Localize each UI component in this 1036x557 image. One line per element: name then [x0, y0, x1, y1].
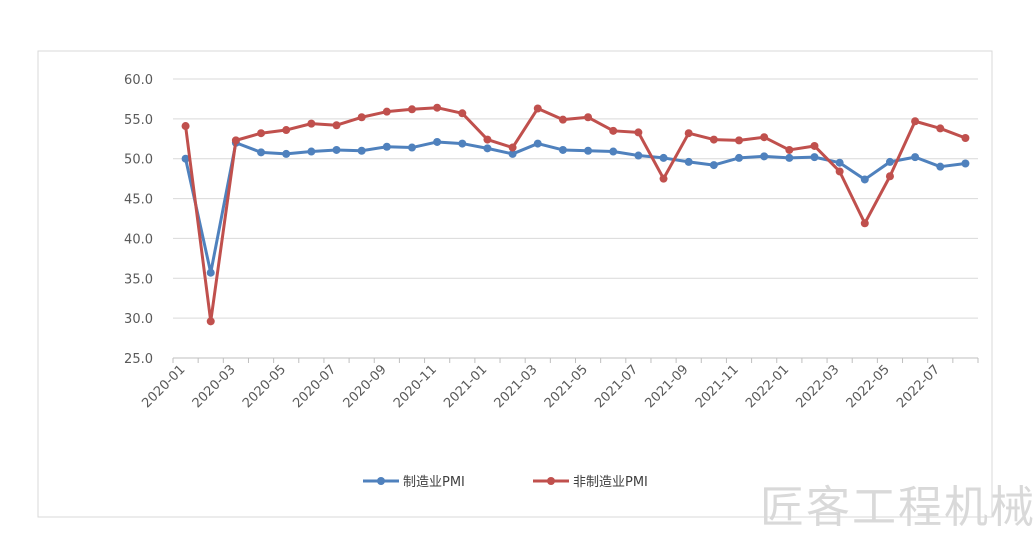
data-point	[357, 113, 366, 122]
data-point	[835, 167, 844, 176]
data-point	[282, 149, 291, 158]
watermark-text: 匠客工程机械	[760, 482, 1036, 533]
data-point	[735, 153, 744, 162]
series-layer	[181, 103, 970, 326]
data-point	[181, 154, 190, 163]
data-point	[382, 142, 391, 151]
data-point	[785, 145, 794, 154]
data-point	[206, 268, 215, 277]
data-point	[382, 107, 391, 116]
data-point	[609, 147, 618, 156]
data-point	[332, 145, 341, 154]
data-point	[961, 133, 970, 142]
data-point	[684, 157, 693, 166]
data-point	[860, 219, 869, 228]
data-point	[936, 124, 945, 133]
y-tick-label: 45.0	[124, 193, 153, 208]
data-point	[257, 129, 266, 138]
series-line-1	[184, 106, 966, 323]
data-point	[885, 157, 894, 166]
data-point	[483, 135, 492, 144]
data-point	[735, 136, 744, 145]
y-tick-label: 30.0	[124, 312, 153, 327]
data-point	[357, 146, 366, 155]
data-point	[533, 104, 542, 113]
data-point	[307, 147, 316, 156]
legend-label: 非制造业PMI	[573, 475, 648, 490]
data-point	[433, 103, 442, 112]
data-point	[508, 149, 517, 158]
data-point	[558, 115, 567, 124]
data-point	[709, 135, 718, 144]
series-line-0	[184, 140, 966, 275]
data-point	[810, 141, 819, 150]
data-point	[257, 148, 266, 157]
data-point	[508, 143, 517, 152]
data-point	[407, 105, 416, 114]
data-point	[458, 139, 467, 148]
data-point	[659, 153, 668, 162]
data-point	[282, 126, 291, 135]
data-point	[684, 129, 693, 138]
y-tick-label: 55.0	[124, 113, 153, 128]
data-point	[885, 172, 894, 181]
data-point	[835, 158, 844, 167]
data-point	[911, 153, 920, 162]
data-point	[231, 136, 240, 145]
data-point	[206, 317, 215, 326]
data-point	[760, 133, 769, 142]
data-point	[181, 122, 190, 131]
y-tick-label: 35.0	[124, 272, 153, 287]
data-point	[584, 113, 593, 122]
y-tick-label: 50.0	[124, 153, 153, 168]
data-point	[483, 144, 492, 153]
chart-frame	[37, 50, 993, 518]
y-tick-label: 60.0	[124, 73, 153, 88]
data-point	[659, 174, 668, 183]
data-point	[558, 145, 567, 154]
data-point	[634, 151, 643, 160]
legend-swatch-marker	[547, 477, 555, 485]
y-tick-label: 40.0	[124, 232, 153, 247]
data-point	[609, 126, 618, 135]
data-point	[760, 152, 769, 161]
data-point	[911, 117, 920, 126]
y-tick-label: 25.0	[124, 352, 153, 367]
data-point	[709, 161, 718, 170]
data-point	[936, 162, 945, 171]
data-point	[634, 128, 643, 137]
data-point	[810, 153, 819, 162]
legend-swatch-marker	[377, 477, 385, 485]
data-point	[307, 119, 316, 128]
data-point	[458, 109, 467, 118]
legend-label: 制造业PMI	[403, 475, 465, 490]
legend: 制造业PMI 非制造业PMI	[363, 475, 648, 490]
data-point	[433, 137, 442, 146]
data-point	[961, 159, 970, 168]
data-point	[860, 175, 869, 184]
data-point	[785, 153, 794, 162]
data-point	[584, 146, 593, 155]
data-point	[407, 143, 416, 152]
data-point	[332, 121, 341, 130]
data-point	[533, 139, 542, 148]
